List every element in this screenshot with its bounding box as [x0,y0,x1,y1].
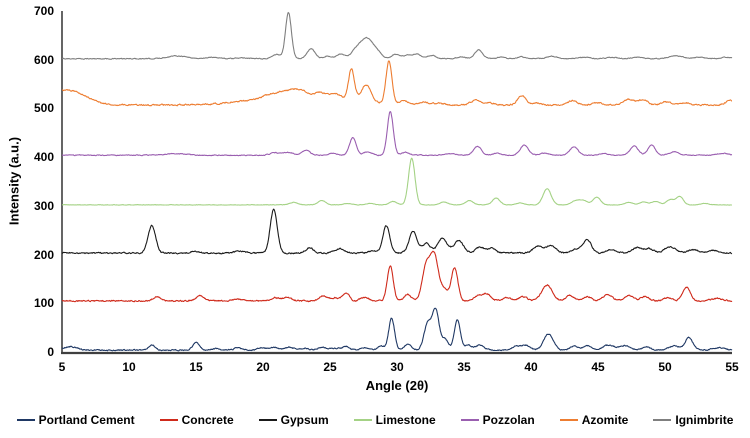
series-line-azomite [61,60,733,107]
x-tick-label: 25 [323,360,337,374]
legend-label-azomite: Azomite [581,413,629,427]
legend-item-azomite: Azomite [559,413,629,427]
x-tick-label: 40 [524,360,538,374]
x-tick-label: 30 [390,360,404,374]
legend-item-limestone: Limestone [353,413,436,427]
x-tick-label: 45 [591,360,605,374]
x-tick-label: 10 [122,360,136,374]
legend: Portland Cement Concrete Gypsum Limestone Po… [0,408,750,432]
legend-item-pozzolan: Pozzolan [460,413,535,427]
legend-swatch-gypsum [258,419,277,421]
series-line-portland-cement [61,307,733,352]
series-line-ignimbrite [61,11,733,60]
y-tick-label: 600 [33,52,54,67]
series-line-pozzolan [61,111,733,157]
y-tick-label: 300 [33,198,54,213]
legend-swatch-concrete [159,419,178,421]
legend-label-concrete: Concrete [181,413,234,427]
legend-label-portland-cement: Portland Cement [38,413,135,427]
legend-item-portland-cement: Portland Cement [16,413,135,427]
legend-swatch-pozzolan [460,419,479,421]
x-tick-label: 15 [189,360,203,374]
legend-swatch-limestone [353,419,372,421]
series-line-concrete [61,250,733,303]
x-tick-label: 50 [658,360,672,374]
legend-label-gypsum: Gypsum [280,413,329,427]
legend-item-ignimbrite: Ignimbrite [653,413,733,427]
legend-swatch-portland-cement [16,419,35,421]
x-tick-label: 5 [58,360,66,374]
x-tick-label: 35 [457,360,471,374]
series-line-limestone [61,157,733,206]
legend-label-pozzolan: Pozzolan [482,413,535,427]
y-tick-label: 500 [33,101,54,116]
y-tick-label: 100 [33,296,54,311]
legend-swatch-ignimbrite [653,419,672,421]
y-tick-label: 200 [33,247,54,262]
legend-swatch-azomite [559,419,578,421]
y-tick-label: 0 [47,345,54,359]
x-axis-title: Angle (2θ) [365,378,429,393]
series-line-gypsum [61,208,733,255]
y-tick-label: 700 [33,4,54,18]
legend-label-limestone: Limestone [375,413,436,427]
legend-item-concrete: Concrete [159,413,234,427]
y-tick-label: 400 [33,150,54,165]
x-tick-label: 20 [256,360,270,374]
legend-item-gypsum: Gypsum [258,413,329,427]
x-tick-label: 55 [725,360,739,374]
legend-label-ignimbrite: Ignimbrite [675,413,734,427]
